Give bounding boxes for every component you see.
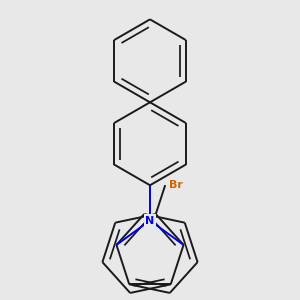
Text: N: N xyxy=(146,215,154,226)
Text: Br: Br xyxy=(169,180,183,190)
